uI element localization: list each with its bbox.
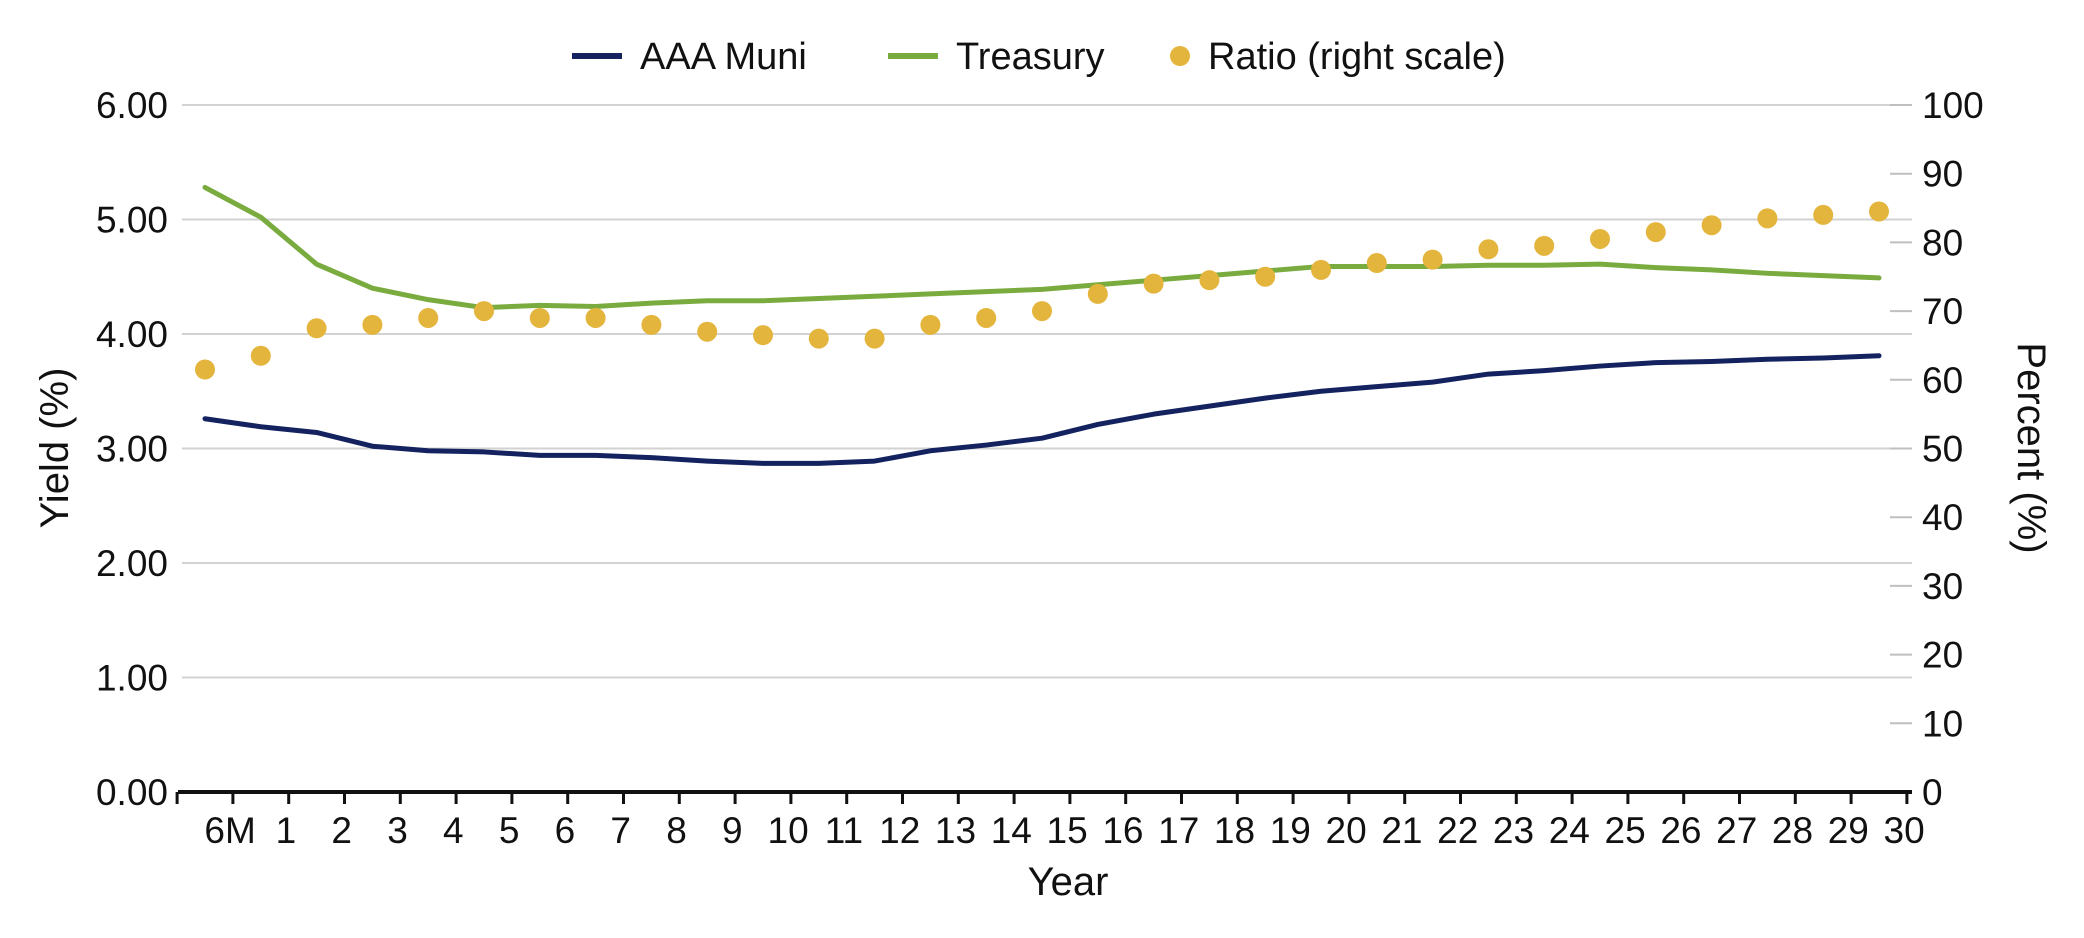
x-tick-label: 12 xyxy=(879,810,920,851)
legend: AAA Muni Treasury Ratio (right scale) xyxy=(572,36,1506,78)
x-tick-label: 7 xyxy=(610,810,631,851)
ratio-point xyxy=(1534,235,1555,256)
y2-tick-label: 60 xyxy=(1922,360,1963,401)
y-tick-label: 2.00 xyxy=(96,543,168,584)
y2-tick-label: 20 xyxy=(1922,635,1963,676)
y2-tick-label: 50 xyxy=(1922,429,1963,470)
ratio-point xyxy=(1255,266,1276,287)
x-tick-label: 13 xyxy=(935,810,976,851)
legend-item-treasury: Treasury xyxy=(888,36,1105,78)
x-tick-label: 20 xyxy=(1326,810,1367,851)
ratio-point xyxy=(697,321,718,342)
ratio-point xyxy=(1366,253,1387,274)
x-axis-title: Year xyxy=(1028,860,1109,904)
series-line-aaa-muni xyxy=(202,353,1882,466)
x-tick-label: 5 xyxy=(499,810,520,851)
ratio-point xyxy=(1701,215,1722,236)
x-tick-label: 30 xyxy=(1884,810,1925,851)
x-tick-label: 14 xyxy=(991,810,1032,851)
y2-tick-label: 40 xyxy=(1922,497,1963,538)
x-tick-label: 24 xyxy=(1549,810,1590,851)
ratio-point xyxy=(864,328,885,349)
x-tick-label: 27 xyxy=(1716,810,1757,851)
x-tick-label: 10 xyxy=(768,810,809,851)
y-tick-label: 5.00 xyxy=(96,200,168,241)
x-tick-label: 29 xyxy=(1828,810,1869,851)
series-layer xyxy=(195,184,1889,466)
x-tick-label: 6M xyxy=(204,810,255,851)
ratio-point xyxy=(1813,204,1834,225)
y2-tick-label: 100 xyxy=(1922,85,1984,126)
ratio-point xyxy=(1590,228,1610,249)
ratio-point xyxy=(474,301,494,322)
x-tick-label: 8 xyxy=(666,810,687,851)
x-tick-label: 3 xyxy=(387,810,408,851)
legend-item-aaa-muni: AAA Muni xyxy=(572,36,807,78)
ratio-point xyxy=(920,314,941,335)
x-tick-label: 16 xyxy=(1102,810,1143,851)
ratio-point xyxy=(808,328,829,349)
y2-tick-label: 90 xyxy=(1922,154,1963,195)
ratio-point xyxy=(1478,239,1499,260)
y-tick-label: 3.00 xyxy=(96,429,168,470)
ratio-point xyxy=(1645,222,1666,243)
legend-label-ratio: Ratio (right scale) xyxy=(1208,36,1506,78)
y-tick-label: 6.00 xyxy=(96,85,168,126)
ratio-point xyxy=(306,318,327,339)
x-tick-label: 2 xyxy=(331,810,352,851)
legend-label-treasury: Treasury xyxy=(956,36,1105,78)
x-tick-label: 17 xyxy=(1158,810,1199,851)
ratio-point xyxy=(250,345,271,366)
ratio-point xyxy=(1032,301,1052,322)
ratio-point xyxy=(1757,208,1778,229)
series-line-treasury xyxy=(202,184,1882,311)
ratio-point xyxy=(585,307,606,328)
ratio-point xyxy=(1311,259,1331,280)
ratio-point xyxy=(195,359,215,380)
x-tick-label: 4 xyxy=(443,810,464,851)
y2-axis-title: Percent (%) xyxy=(2009,342,2053,553)
x-tick-label: 1 xyxy=(276,810,297,851)
ratio-point xyxy=(1087,283,1108,304)
grid-lines xyxy=(182,104,1912,679)
y-axis-title: Yield (%) xyxy=(33,368,77,529)
x-tick-label: 25 xyxy=(1605,810,1646,851)
x-tick-label: 26 xyxy=(1660,810,1701,851)
ratio-point xyxy=(418,307,439,328)
x-tick-label: 22 xyxy=(1437,810,1478,851)
ratio-point xyxy=(1422,249,1443,270)
ratio-point xyxy=(529,307,550,328)
x-tick-label: 15 xyxy=(1047,810,1088,851)
x-tick-label: 23 xyxy=(1493,810,1534,851)
x-tick-label: 6 xyxy=(555,810,576,851)
tick-labels: 0.00 1.00 2.00 3.00 4.00 5.00 6.00 0 10 20 30 40 50 6… xyxy=(96,85,1984,851)
ratio-point xyxy=(1199,270,1220,291)
ratio-point xyxy=(1143,273,1164,294)
y2-tick-label: 10 xyxy=(1922,703,1963,744)
ratio-point xyxy=(1869,201,1889,222)
x-tick-label: 19 xyxy=(1270,810,1311,851)
legend-item-ratio: Ratio (right scale) xyxy=(1170,36,1506,78)
y2-tick-label: 80 xyxy=(1922,222,1963,263)
ratio-point xyxy=(976,307,997,328)
y2-tick-label: 70 xyxy=(1922,291,1963,332)
y-tick-label: 0.00 xyxy=(96,772,168,813)
ratio-point xyxy=(641,314,662,335)
ratio-point xyxy=(362,314,383,335)
x-tick-label: 28 xyxy=(1772,810,1813,851)
y2-tick-label: 0 xyxy=(1922,772,1943,813)
legend-label-aaa-muni: AAA Muni xyxy=(640,36,807,78)
y-tick-label: 1.00 xyxy=(96,658,168,699)
ratio-point xyxy=(753,325,773,346)
x-tick-label: 11 xyxy=(825,810,863,851)
y-tick-label: 4.00 xyxy=(96,314,168,355)
x-tick-label: 21 xyxy=(1381,810,1422,851)
legend-swatch-ratio xyxy=(1170,46,1190,66)
y2-tick-label: 30 xyxy=(1922,566,1963,607)
x-tick-label: 18 xyxy=(1214,810,1255,851)
axes xyxy=(175,104,1912,804)
x-tick-label: 9 xyxy=(722,810,743,851)
